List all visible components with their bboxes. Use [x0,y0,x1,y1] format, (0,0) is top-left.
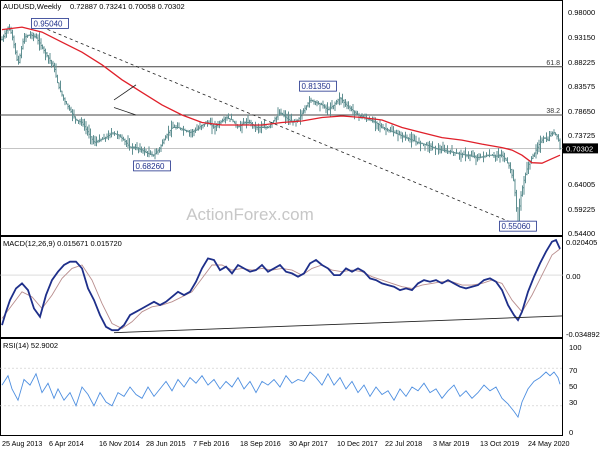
price-plot [1,24,561,228]
x-axis: 25 Aug 2013 6 Apr 2014 16 Nov 2014 28 Ju… [2,439,570,448]
macd-trendline [113,315,563,334]
last-price-badge: 0.70302 [563,143,598,154]
fib-label-38-2: 38.2 [546,108,560,115]
chart-ohlc: 0.72887 0.73241 0.70058 0.70302 [70,2,185,11]
annotation-label: 0.81350 [302,82,331,91]
price-y-axis: 0.98000 0.93150 0.88225 0.83575 0.78650 … [568,8,595,238]
macd-line [1,238,561,332]
annotation-0-81350: 0.81350 [299,80,337,92]
x-tick-10: 13 Oct 2019 [480,439,519,448]
macd-tick-zero: 0.00 [566,272,581,281]
annotation-label: 0.68260 [136,162,165,171]
x-tick-1: 6 Apr 2014 [49,439,84,448]
rsi-tick-100: 100 [569,343,582,352]
rsi-line [1,371,561,419]
fib-label-61-8: 61.8 [546,60,560,67]
x-tick-3: 28 Jun 2015 [146,439,186,448]
macd-title: MACD(12,26,9) 0.015671 0.015720 [3,239,122,248]
rsi-y-axis: 100 70 50 30 0 [569,343,582,437]
rsi-plot [1,371,561,419]
x-tick-6: 30 Apr 2017 [289,439,328,448]
rsi-title: RSI(14) 52.9002 [3,341,58,350]
x-tick-4: 7 Feb 2016 [193,439,229,448]
rsi-tick-70: 70 [569,366,577,375]
chart-symbol: AUDUSD,Weekly [3,2,61,11]
annotation-label: 0.55060 [502,222,531,231]
x-tick-0: 25 Aug 2013 [2,439,42,448]
macd-y-axis: 0.020405 0.00 -0.034892 [566,238,600,339]
annotation-0-68260: 0.68260 [133,160,171,172]
x-tick-11: 24 May 2020 [528,439,570,448]
rsi-tick-30: 30 [569,398,577,407]
y-tick-4: 0.78650 [568,107,595,116]
y-tick-2: 0.88225 [568,58,595,67]
last-price-label: 0.70302 [566,144,593,153]
x-tick-5: 18 Sep 2016 [240,439,281,448]
price-bars [1,24,561,228]
annotation-0-95040: 0.95040 [31,17,69,29]
y-tick-5: 0.73725 [568,131,595,140]
macd-tick-bottom: -0.034892 [566,330,600,339]
sma-line [1,26,561,164]
rsi-tick-0: 0 [569,428,573,437]
wedge-line-lower [113,107,137,116]
y-tick-1: 0.93150 [568,33,595,42]
price-panel-frame [0,0,563,236]
x-tick-2: 16 Nov 2014 [99,439,140,448]
macd-tick-top: 0.020405 [566,238,597,247]
y-tick-8: 0.54400 [568,229,595,238]
y-tick-3: 0.83575 [568,82,595,91]
macd-panel-frame [0,236,563,338]
x-tick-9: 3 Mar 2019 [433,439,469,448]
rsi-tick-50: 50 [569,382,577,391]
y-tick-0: 0.98000 [568,8,595,17]
x-tick-8: 22 Jul 2018 [385,439,422,448]
trendline-dashed [41,26,519,226]
watermark: ActionForex.com [186,205,314,224]
rsi-panel-frame [0,338,563,436]
annotation-0-55060: 0.55060 [499,220,537,232]
x-tick-7: 10 Dec 2017 [337,439,378,448]
macd-plot [1,238,563,334]
wedge-line-upper [113,84,137,101]
y-tick-6: 0.64005 [568,180,595,189]
y-tick-7: 0.59225 [568,205,595,214]
annotation-label: 0.95040 [34,19,63,28]
